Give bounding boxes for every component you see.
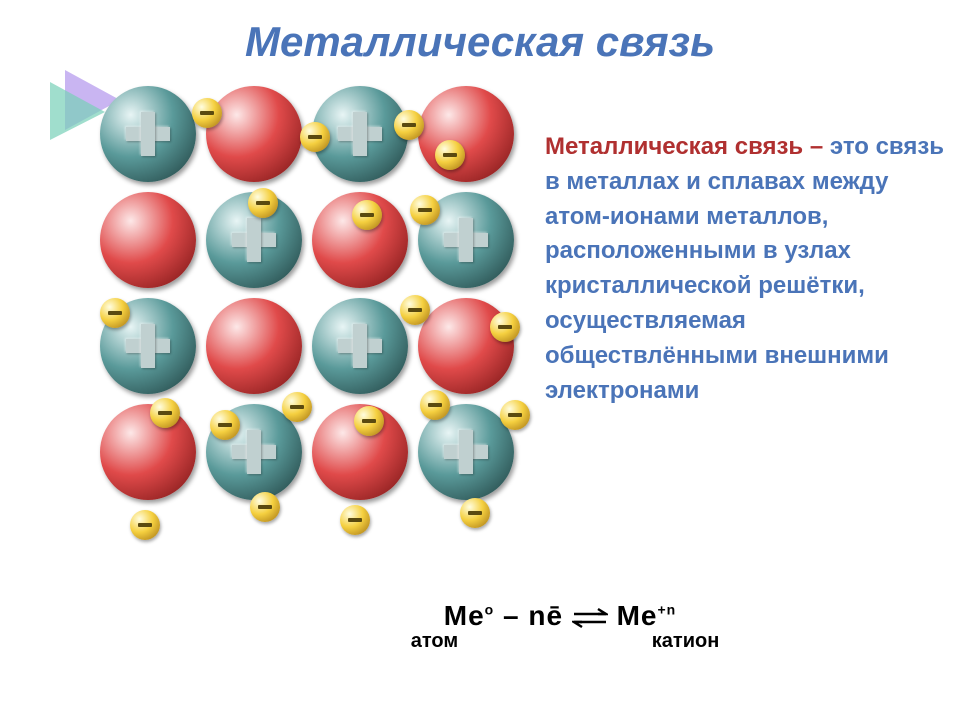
electron: [150, 398, 180, 428]
metallic-lattice-diagram: [100, 80, 520, 540]
electron: [130, 510, 160, 540]
electron: [394, 110, 424, 140]
electron: [500, 400, 530, 430]
electron: [354, 406, 384, 436]
label-atom: атом: [379, 630, 489, 653]
cation-red: [100, 404, 196, 500]
cation-red: [418, 86, 514, 182]
equation-line: Meo – nē Me+n: [350, 600, 770, 632]
electron: [460, 498, 490, 528]
eq-minus-ne: – nē: [503, 600, 572, 631]
eq-sup-n: +n: [658, 602, 677, 618]
electron: [410, 195, 440, 225]
electron: [250, 492, 280, 522]
cation-teal: [312, 298, 408, 394]
electron: [210, 410, 240, 440]
electron: [300, 122, 330, 152]
electron: [340, 505, 370, 535]
ionization-equation: Meo – nē Me+n атом катион: [350, 600, 770, 653]
definition-text: Металлическая связь – это связь в металл…: [545, 130, 945, 408]
electron: [400, 295, 430, 325]
cation-teal: [100, 86, 196, 182]
label-cation: катион: [631, 630, 741, 653]
electron: [352, 200, 382, 230]
eq-me-cation: Me: [617, 600, 658, 631]
electron: [282, 392, 312, 422]
slide-title: Металлическая связь: [0, 18, 960, 66]
eq-sup-zero: o: [485, 602, 495, 618]
electron: [435, 140, 465, 170]
electron: [490, 312, 520, 342]
electron: [100, 298, 130, 328]
electron: [420, 390, 450, 420]
electron: [192, 98, 222, 128]
equation-labels: атом катион: [350, 630, 770, 653]
eq-me-atom: Me: [444, 600, 485, 631]
cation-red: [100, 192, 196, 288]
cation-red: [206, 86, 302, 182]
electron: [248, 188, 278, 218]
definition-lead: Металлическая связь –: [545, 133, 830, 160]
definition-body: это связь в металлах и сплавах между ато…: [545, 133, 944, 404]
cation-red: [206, 298, 302, 394]
